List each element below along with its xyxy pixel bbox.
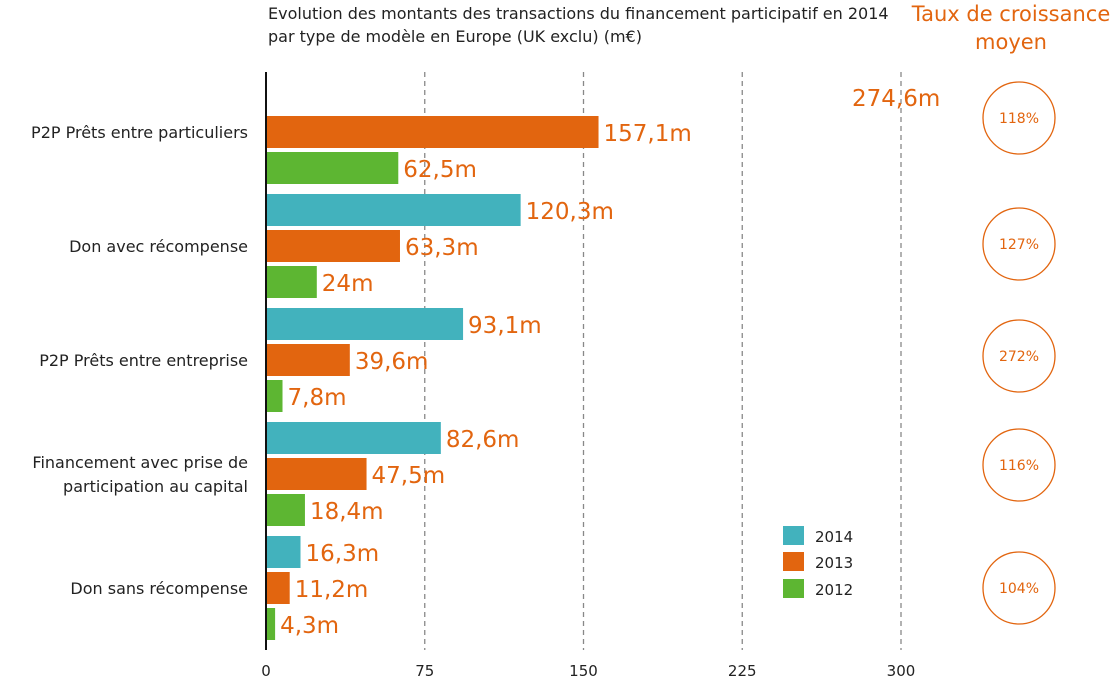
value-label: 7,8m [288, 385, 347, 411]
legend-label: 2013 [815, 554, 853, 572]
category-label: Don avec récompense [69, 237, 248, 256]
value-label: 274,6m [852, 86, 940, 112]
value-label: 82,6m [446, 427, 520, 453]
bar-2013 [267, 344, 350, 376]
bar-2014 [267, 194, 521, 226]
growth-rate-circle [982, 428, 1056, 502]
bar-2013 [267, 572, 290, 604]
value-label: 39,6m [355, 349, 429, 375]
value-label: 47,5m [372, 463, 446, 489]
legend-label: 2012 [815, 581, 853, 599]
growth-rate-label: 116% [999, 458, 1039, 474]
value-label: 24m [322, 271, 374, 297]
growth-rate-circle [982, 551, 1056, 625]
growth-rate-label: 127% [999, 237, 1039, 253]
chart-title: Evolution des montants des transactions … [268, 4, 889, 46]
growth-rate-circle [982, 319, 1056, 393]
value-label: 11,2m [295, 577, 369, 603]
value-label: 62,5m [403, 157, 477, 183]
growth-rate-label: 272% [999, 349, 1039, 365]
growth-rate-circle [982, 207, 1056, 281]
x-tick-label: 0 [261, 662, 271, 680]
category-label: participation au capital [63, 477, 248, 496]
value-label: 93,1m [468, 313, 542, 339]
value-label: 18,4m [310, 499, 384, 525]
bar-2014 [267, 422, 441, 454]
bar-2012 [267, 494, 305, 526]
category-label: P2P Prêts entre particuliers [31, 123, 248, 142]
legend-swatch-2014 [783, 526, 804, 545]
category-label: Don sans récompense [70, 579, 248, 598]
growth-rate-label: 104% [999, 581, 1039, 597]
value-label: 63,3m [405, 235, 479, 261]
value-label: 16,3m [306, 541, 380, 567]
category-label: Financement avec prise de [32, 453, 248, 472]
x-tick-label: 225 [728, 662, 757, 680]
value-label: 157,1m [604, 121, 692, 147]
x-tick-label: 300 [887, 662, 916, 680]
legend-swatch-2013 [783, 552, 804, 571]
growth-rate-title: Taux de croissance moyen [911, 2, 1111, 54]
bar-2013 [267, 458, 367, 490]
bar-2012 [267, 152, 399, 184]
legend-swatch-2012 [783, 579, 804, 598]
bar-2013 [267, 116, 599, 148]
legend-label: 2014 [815, 528, 853, 546]
bar-2012 [267, 266, 317, 298]
value-label: 120,3m [526, 199, 614, 225]
bar-2014 [267, 536, 301, 568]
growth-rate-label: 118% [999, 111, 1039, 127]
growth-rate-circle [982, 81, 1056, 155]
bar-2012 [267, 608, 276, 640]
x-tick-label: 75 [415, 662, 434, 680]
bar-2013 [267, 230, 400, 262]
bar-2014 [267, 308, 464, 340]
value-label: 4,3m [280, 613, 339, 639]
x-tick-label: 150 [569, 662, 598, 680]
category-label: P2P Prêts entre entreprise [39, 351, 248, 370]
bar-2012 [267, 380, 283, 412]
